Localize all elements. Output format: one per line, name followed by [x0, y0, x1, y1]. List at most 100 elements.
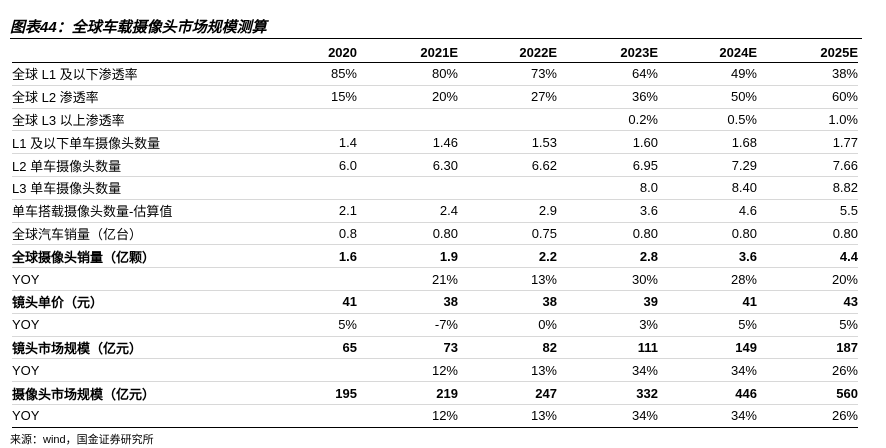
- cell: 20%: [357, 85, 458, 109]
- header-row: 2020 2021E 2022E 2023E 2024E 2025E: [12, 42, 858, 63]
- table-row: 全球 L2 渗透率 15% 20% 27% 36% 50% 60%: [12, 85, 858, 109]
- table-row: 单车搭载摄像头数量-估算值 2.1 2.4 2.9 3.6 4.6 5.5: [12, 199, 858, 223]
- empty-cell: [357, 108, 458, 132]
- data-table: 2020 2021E 2022E 2023E 2024E 2025E 全球 L1 及以下渗透…: [12, 42, 858, 428]
- cell: 8.40: [658, 176, 757, 200]
- cell: 3.6: [658, 244, 757, 269]
- cell: 49%: [658, 62, 757, 86]
- cell: 2.1: [270, 199, 357, 223]
- cell: 34%: [658, 358, 757, 383]
- cell: 7.66: [757, 153, 858, 177]
- row-label: YOY: [12, 313, 270, 337]
- row-label: L3 单车摄像头数量: [12, 176, 270, 200]
- cell: 0.75: [458, 222, 557, 246]
- cell: 2.8: [557, 244, 658, 269]
- cell: 3.6: [557, 199, 658, 223]
- cell: 13%: [458, 267, 557, 291]
- row-label: 全球 L3 以上渗透率: [12, 108, 270, 132]
- cell: 30%: [557, 267, 658, 291]
- header-cell: 2022E: [458, 42, 557, 63]
- cell: 1.46: [357, 130, 458, 155]
- row-label: 单车搭载摄像头数量-估算值: [12, 199, 270, 223]
- cell: 560: [757, 381, 858, 405]
- table-row: 镜头单价（元） 41 38 38 39 41 43: [12, 290, 858, 314]
- table-row: 全球汽车销量（亿台） 0.8 0.80 0.75 0.80 0.80 0.80: [12, 222, 858, 246]
- cell: 149: [658, 336, 757, 360]
- row-label: 全球摄像头销量（亿颗）: [12, 244, 270, 269]
- cell: 65: [270, 336, 357, 360]
- cell: 5%: [658, 313, 757, 337]
- cell: 13%: [458, 404, 557, 428]
- table-row: 全球摄像头销量（亿颗） 1.6 1.9 2.2 2.8 3.6 4.4: [12, 244, 858, 269]
- cell: 2.4: [357, 199, 458, 223]
- cell: 6.0: [270, 153, 357, 177]
- empty-cell: [270, 108, 357, 132]
- cell: 39: [557, 290, 658, 314]
- cell: 2.9: [458, 199, 557, 223]
- cell: 1.68: [658, 130, 757, 155]
- cell: 26%: [757, 404, 858, 428]
- empty-cell: [270, 176, 357, 200]
- row-label: L2 单车摄像头数量: [12, 153, 270, 177]
- cell: 111: [557, 336, 658, 360]
- table-row: 全球 L1 及以下渗透率 85% 80% 73% 64% 49% 38%: [12, 62, 858, 86]
- row-label: YOY: [12, 404, 270, 428]
- table-row: YOY 5% -7% 0% 3% 5% 5%: [12, 313, 858, 337]
- row-label: 摄像头市场规模（亿元）: [12, 381, 270, 405]
- table-row: YOY 12% 13% 34% 34% 26%: [12, 404, 858, 428]
- cell: 5%: [270, 313, 357, 337]
- cell: 0.80: [757, 222, 858, 246]
- cell: 60%: [757, 85, 858, 109]
- cell: 64%: [557, 62, 658, 86]
- row-label: 全球汽车销量（亿台）: [12, 222, 270, 246]
- empty-cell: [357, 176, 458, 200]
- cell: 12%: [357, 404, 458, 428]
- cell: 0.5%: [658, 108, 757, 132]
- cell: 43: [757, 290, 858, 314]
- cell: 36%: [557, 85, 658, 109]
- cell: -7%: [357, 313, 458, 337]
- empty-cell: [270, 358, 357, 383]
- cell: 1.77: [757, 130, 858, 155]
- cell: 34%: [658, 404, 757, 428]
- cell: 4.4: [757, 244, 858, 269]
- cell: 332: [557, 381, 658, 405]
- cell: 80%: [357, 62, 458, 86]
- cell: 28%: [658, 267, 757, 291]
- source-note: 来源：wind，国金证券研究所: [10, 434, 154, 446]
- cell: 0.80: [658, 222, 757, 246]
- header-cell: 2024E: [658, 42, 757, 63]
- cell: 446: [658, 381, 757, 405]
- cell: 1.0%: [757, 108, 858, 132]
- cell: 13%: [458, 358, 557, 383]
- row-label: 全球 L1 及以下渗透率: [12, 62, 270, 86]
- row-label: YOY: [12, 358, 270, 383]
- cell: 247: [458, 381, 557, 405]
- cell: 8.82: [757, 176, 858, 200]
- cell: 0.80: [357, 222, 458, 246]
- cell: 15%: [270, 85, 357, 109]
- cell: 0%: [458, 313, 557, 337]
- header-cell: 2020: [270, 42, 357, 63]
- cell: 41: [270, 290, 357, 314]
- cell: 6.30: [357, 153, 458, 177]
- empty-cell: [270, 267, 357, 291]
- cell: 1.6: [270, 244, 357, 269]
- cell: 195: [270, 381, 357, 405]
- cell: 0.80: [557, 222, 658, 246]
- cell: 1.53: [458, 130, 557, 155]
- cell: 26%: [757, 358, 858, 383]
- cell: 8.0: [557, 176, 658, 200]
- empty-cell: [458, 176, 557, 200]
- cell: 187: [757, 336, 858, 360]
- cell: 4.6: [658, 199, 757, 223]
- header-cell: [12, 42, 270, 63]
- table-row: L2 单车摄像头数量 6.0 6.30 6.62 6.95 7.29 7.66: [12, 153, 858, 177]
- cell: 82: [458, 336, 557, 360]
- row-label: 全球 L2 渗透率: [12, 85, 270, 109]
- cell: 5.5: [757, 199, 858, 223]
- row-label: YOY: [12, 267, 270, 291]
- empty-cell: [270, 404, 357, 428]
- row-label: 镜头市场规模（亿元）: [12, 336, 270, 360]
